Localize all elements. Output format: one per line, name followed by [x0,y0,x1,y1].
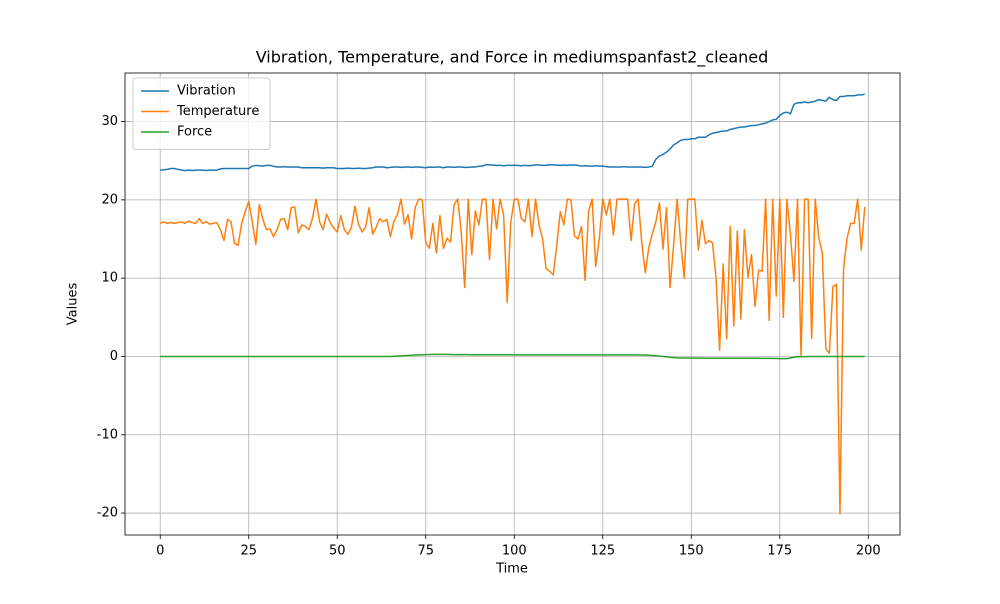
y-tick-label: 20 [101,192,118,207]
series-line [160,93,865,172]
y-tick-label: 30 [101,114,118,129]
y-tick-label: 10 [101,271,118,286]
y-tick-label: 0 [110,349,118,364]
legend-label: Temperature [176,104,259,119]
x-tick-label: 50 [329,544,346,559]
x-tick-label: 100 [502,544,527,559]
legend-label: Vibration [177,84,236,99]
x-tick-label: 0 [156,544,164,559]
x-tick-label: 75 [417,544,434,559]
axes-frame [124,72,901,536]
series-line [160,353,865,360]
chart-title: Vibration, Temperature, and Force in med… [256,48,769,68]
x-tick-label: 175 [767,544,792,559]
legend-label: Force [177,125,212,140]
y-axis-label: Values [66,283,81,326]
y-tick-label: -20 [97,506,118,521]
x-tick-label: 200 [856,544,881,559]
x-axis-label: Time [495,562,528,577]
legend: Vibration Temperature Force [132,77,271,150]
x-tick-label: 125 [590,544,615,559]
y-tick-label: -10 [97,427,118,442]
x-tick-label: 150 [679,544,704,559]
x-tick-label: 25 [240,544,257,559]
series-line [159,198,866,515]
